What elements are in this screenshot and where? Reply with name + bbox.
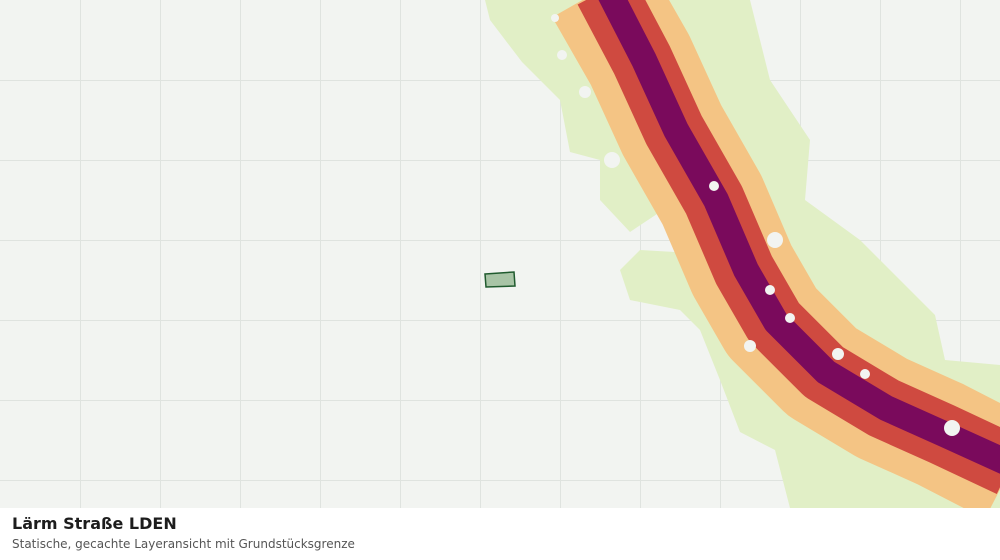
map-title: Lärm Straße LDEN — [12, 514, 177, 533]
noise-bands — [552, 0, 1000, 508]
caption: Lärm Straße LDEN Statische, gecachte Lay… — [0, 508, 1000, 560]
grid — [0, 0, 1000, 508]
holes — [551, 14, 960, 436]
parcel-boundary — [484, 271, 516, 288]
map-canvas — [0, 0, 1000, 508]
noise-zone-very-high — [598, 0, 1000, 474]
map-subtitle: Statische, gecachte Layeransicht mit Gru… — [12, 537, 355, 551]
